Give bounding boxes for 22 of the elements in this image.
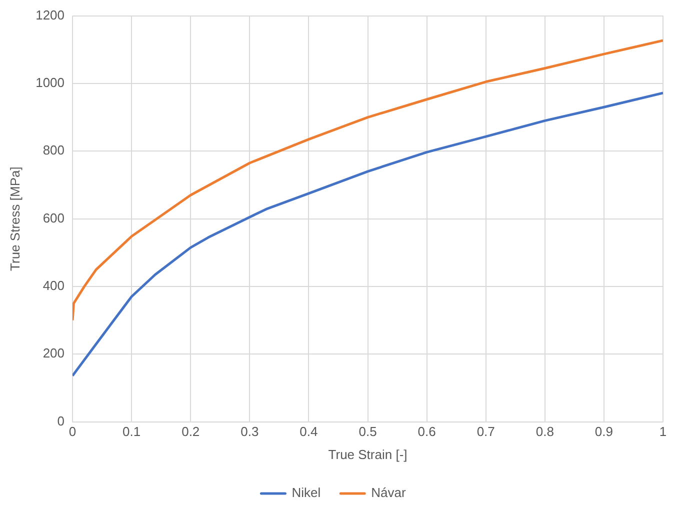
- y-tick-label: 1200: [36, 7, 65, 22]
- legend-label: Nikel: [292, 485, 321, 500]
- x-axis-title: True Strain [-]: [328, 446, 408, 462]
- x-tick-label: 0: [68, 424, 76, 440]
- y-tick-label: 800: [42, 142, 65, 158]
- x-tick-label: 0.6: [418, 424, 436, 440]
- x-tick-label: 0.7: [476, 424, 495, 440]
- x-tick-label: 1: [659, 424, 667, 440]
- x-tick-label: 0.2: [182, 424, 200, 440]
- x-tick-label: 0.3: [240, 424, 259, 440]
- y-tick-label: 1000: [36, 75, 65, 90]
- x-tick-label: 0.5: [358, 424, 377, 440]
- y-tick-label: 0: [57, 413, 65, 428]
- x-tick-label: 0.4: [300, 424, 318, 440]
- x-tick-label: 0.8: [536, 424, 554, 440]
- y-tick-label: 400: [42, 278, 65, 294]
- legend-label: Návar: [371, 485, 406, 500]
- x-tick-label: 0.1: [122, 424, 141, 440]
- y-axis-title: True Stress [MPa]: [7, 166, 22, 271]
- x-tick-label: 0.9: [594, 424, 613, 440]
- y-tick-label: 600: [42, 210, 65, 226]
- y-tick-label: 200: [42, 346, 65, 361]
